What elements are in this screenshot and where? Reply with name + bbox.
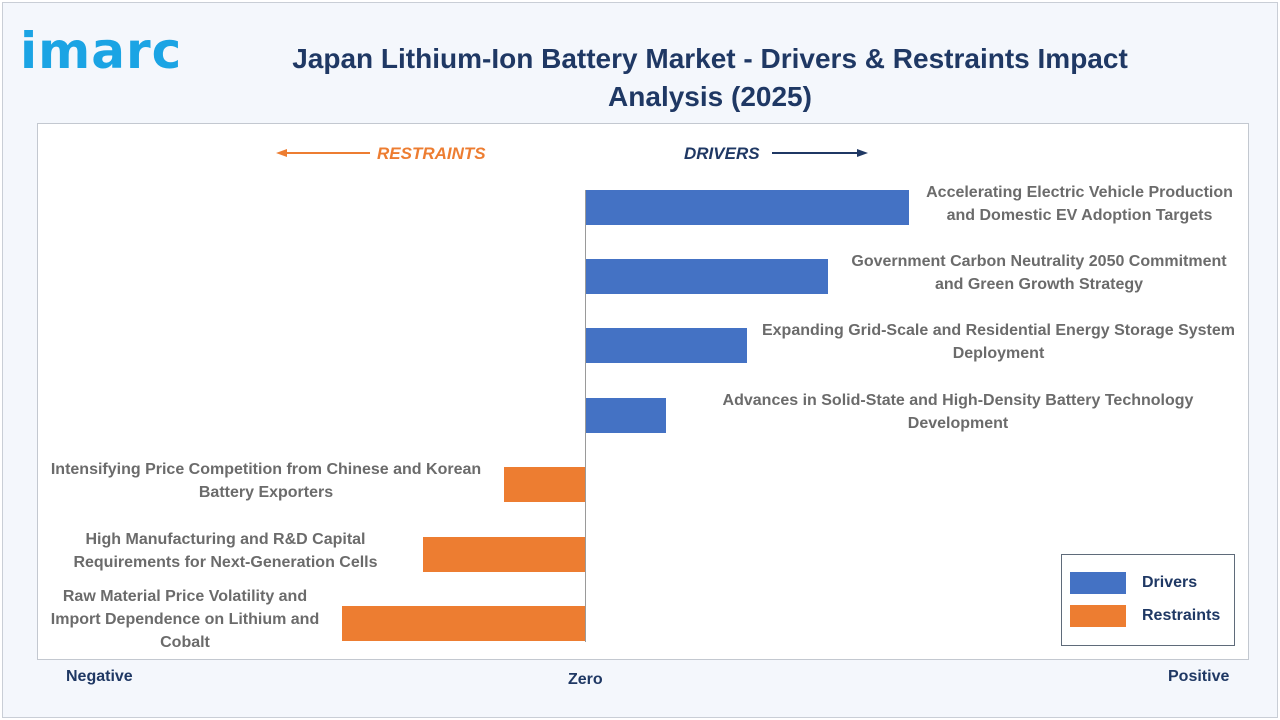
bar-label-2-line-1: Government Carbon Neutrality 2050 Commit… [851,252,1227,270]
legend-item-drivers: Drivers [1070,571,1197,595]
bar-label-1-line-2: and Domestic EV Adoption Targets [946,206,1213,224]
drivers-arrow [772,149,868,157]
axis-negative-label: Negative [66,668,133,685]
legend-label-drivers: Drivers [1142,574,1198,591]
bar-label-6-line-1: High Manufacturing and R&D Capital [85,530,366,548]
bar-restraint-7 [342,606,585,641]
bar-label-4-line-2: Development [907,414,1009,432]
drivers-direction-label: DRIVERS [684,144,760,163]
bar-label-7-line-1: Raw Material Price Volatility and [62,588,308,605]
bar-driver-1 [585,190,909,225]
bar-driver-3 [585,328,747,363]
bar-label-7: Raw Material Price Volatility and Import … [40,585,330,654]
legend: Drivers Restraints [1061,554,1235,646]
bar-label-5: Intensifying Price Competition from Chin… [40,458,492,504]
bar-label-3-line-2: Deployment [952,344,1045,362]
bar-label-1: Accelerating Electric Vehicle Production… [917,181,1242,227]
bar-label-1-line-1: Accelerating Electric Vehicle Production [926,183,1233,201]
legend-swatch-restraints [1070,605,1126,627]
axis-positive-label: Positive [1168,668,1230,685]
bar-label-6: High Manufacturing and R&D Capital Requir… [40,528,411,574]
bar-label-3: Expanding Grid-Scale and Residential Ene… [755,319,1242,365]
bar-restraint-5 [504,467,585,502]
bar-label-7-line-3: Cobalt [160,634,210,651]
axis-zero-label: Zero [568,671,603,688]
bar-driver-4 [585,398,666,433]
chart-title: Japan Lithium-Ion Battery Market - Drive… [260,40,1160,116]
bar-restraint-6 [423,537,585,572]
bars-group [342,190,909,641]
bar-label-5-line-1: Intensifying Price Competition from Chin… [50,460,482,478]
legend-label-restraints: Restraints [1142,607,1221,624]
drivers-arrow-head [857,149,868,157]
bar-label-4-line-1: Advances in Solid-State and High-Density… [722,391,1194,409]
bar-label-2-line-2: and Green Growth Strategy [934,275,1144,293]
restraints-direction-label: RESTRAINTS [377,144,486,163]
bar-driver-2 [585,259,828,294]
legend-item-restraints: Restraints [1070,604,1220,628]
restraints-arrow [276,149,370,157]
bar-label-4: Advances in Solid-State and High-Density… [674,389,1242,435]
bar-label-2: Government Carbon Neutrality 2050 Commit… [836,250,1242,296]
legend-swatch-drivers [1070,572,1126,594]
bar-label-7-line-2: Import Dependence on Lithium and [50,611,320,628]
bar-label-3-line-1: Expanding Grid-Scale and Residential Ene… [761,321,1236,339]
chart-title-line-1: Japan Lithium-Ion Battery Market - Drive… [292,43,1128,74]
bar-label-5-line-2: Battery Exporters [198,483,334,501]
restraints-arrow-head [276,149,287,157]
imarc-logo: imarc [20,22,183,80]
chart-title-line-2: Analysis (2025) [608,81,812,112]
bar-label-6-line-2: Requirements for Next-Generation Cells [73,553,378,571]
